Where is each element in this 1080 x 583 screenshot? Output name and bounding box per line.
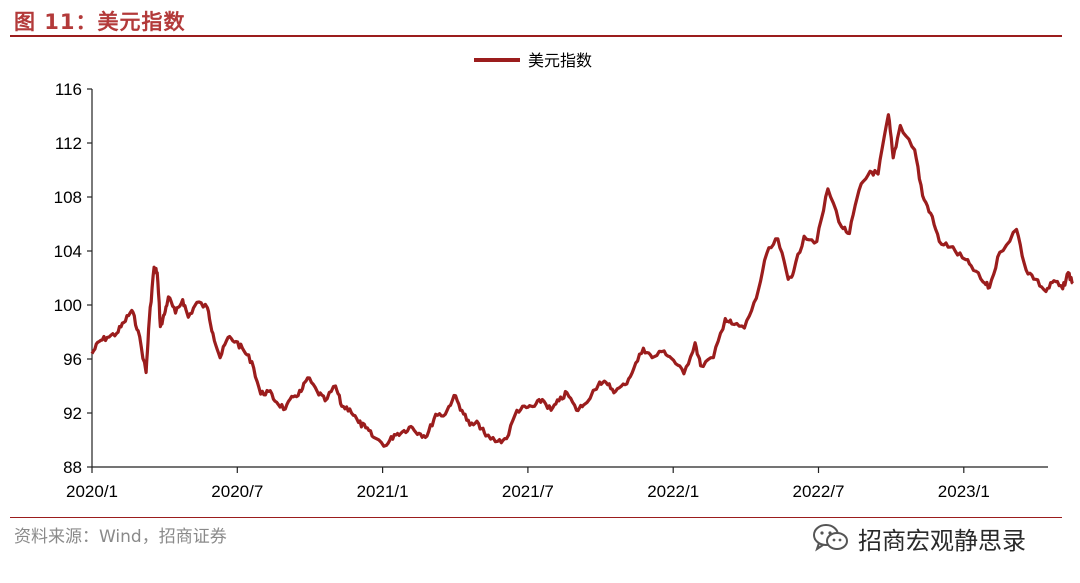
y-tick-label: 92 <box>63 404 82 423</box>
x-tick-label: 2020/1 <box>66 482 118 501</box>
x-tick-label: 2021/7 <box>502 482 554 501</box>
y-tick-label: 96 <box>63 350 82 369</box>
y-tick-label: 100 <box>54 296 82 315</box>
y-tick-label: 112 <box>55 134 82 153</box>
x-tick-label: 2022/7 <box>793 482 845 501</box>
wechat-icon <box>813 524 848 552</box>
title-rule <box>10 35 1062 37</box>
source-note: 资料来源：Wind，招商证券 <box>14 527 227 547</box>
y-tick-label: 116 <box>55 80 82 99</box>
y-tick-label: 108 <box>54 188 82 207</box>
y-axis-ticks: 88 92 96 100 104 108 112 116 <box>54 80 92 477</box>
source-rule <box>10 517 1062 518</box>
series-layer <box>90 113 1074 448</box>
legend-label: 美元指数 <box>528 51 592 70</box>
y-tick-label: 104 <box>54 242 82 261</box>
x-tick-label: 2020/7 <box>211 482 263 501</box>
chart-legend: 美元指数 <box>474 51 592 70</box>
chart-axes <box>91 89 1048 468</box>
x-tick-label: 2023/1 <box>938 482 990 501</box>
x-axis-ticks: 2020/1 2020/7 2021/1 2021/7 2022/1 2022/7 2023… <box>66 467 990 501</box>
watermark: 招商宏观静思录 <box>812 520 1026 556</box>
series-line <box>90 113 1074 448</box>
x-tick-label: 2022/1 <box>647 482 699 501</box>
figure-title: 图 11：美元指数 <box>14 10 186 34</box>
y-tick-label: 88 <box>63 458 82 477</box>
watermark-label: 招商宏观静思录 <box>858 526 1026 555</box>
x-tick-label: 2021/1 <box>357 482 409 501</box>
